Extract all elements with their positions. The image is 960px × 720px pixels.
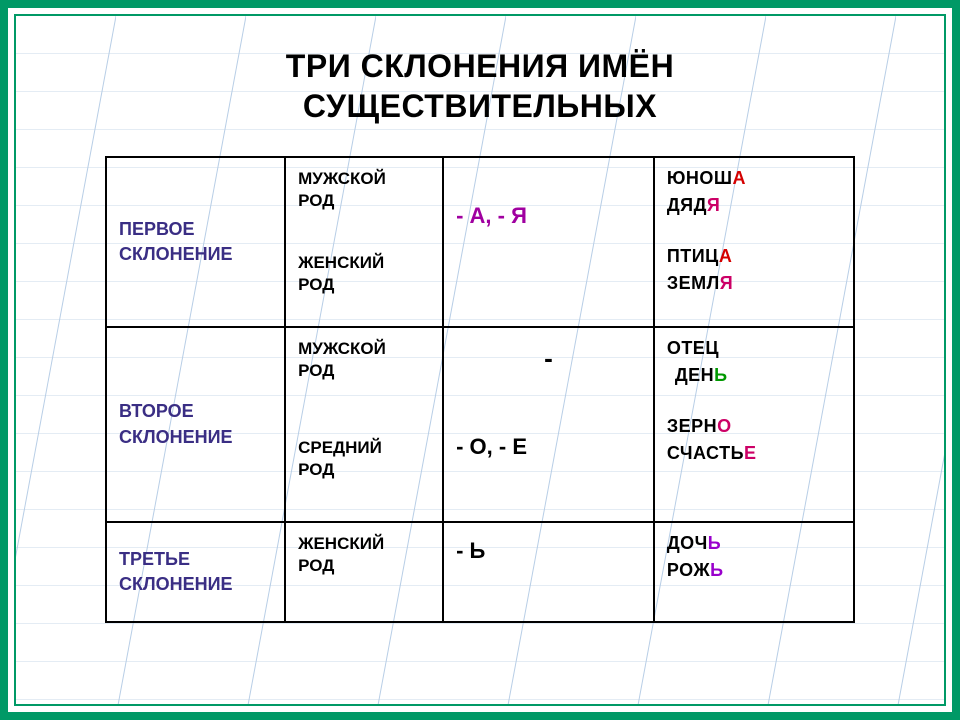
- endings-2-dash: -: [456, 343, 641, 374]
- endings-2-oe: - О, - Е: [456, 434, 641, 460]
- title-line1: ТРИ СКЛОНЕНИЯ ИМЁН: [286, 48, 674, 84]
- declension-1-label: ПЕРВОЕ СКЛОНЕНИЕ: [119, 168, 272, 316]
- example-stem: ДОЧ: [667, 533, 708, 553]
- examples-2: ОТЕЦ ДЕНЬ ЗЕРНО СЧАСТЬЕ: [667, 338, 841, 464]
- examples-3: ДОЧЬ РОЖЬ: [667, 533, 841, 581]
- example-word: ДЯДЯ: [667, 195, 841, 216]
- example-stem: СЧАСТЬ: [667, 443, 744, 463]
- declension-2-l1: ВТОРОЕ: [119, 399, 272, 424]
- cell-gender-1: МУЖСКОЙ РОД ЖЕНСКИЙ РОД: [285, 157, 443, 327]
- example-stem: ЮНОШ: [667, 168, 733, 188]
- example-ending: А: [719, 246, 733, 266]
- example-word: ЗЕМЛЯ: [667, 273, 841, 294]
- gender-fem-3: ЖЕНСКИЙ РОД: [298, 533, 430, 577]
- cell-declension-3: ТРЕТЬЕ СКЛОНЕНИЕ: [106, 522, 285, 622]
- example-word: ЗЕРНО: [667, 416, 841, 437]
- outer-frame: ТРИ СКЛОНЕНИЯ ИМЁН СУЩЕСТВИТЕЛЬНЫХ ПЕРВО…: [0, 0, 960, 720]
- declension-3-l1: ТРЕТЬЕ: [119, 547, 272, 572]
- cell-gender-2: МУЖСКОЙ РОД СРЕДНИЙ РОД: [285, 327, 443, 522]
- table-row: ВТОРОЕ СКЛОНЕНИЕ МУЖСКОЙ РОД СРЕДНИЙ РОД: [106, 327, 854, 522]
- slide-content: ТРИ СКЛОНЕНИЯ ИМЁН СУЩЕСТВИТЕЛЬНЫХ ПЕРВО…: [16, 16, 944, 704]
- table-row: ПЕРВОЕ СКЛОНЕНИЕ МУЖСКОЙ РОД ЖЕНСКИЙ РОД: [106, 157, 854, 327]
- example-ending: Ь: [708, 533, 721, 553]
- example-word: ДЕНЬ: [667, 365, 841, 386]
- declension-2-l2: СКЛОНЕНИЕ: [119, 425, 272, 450]
- example-ending: А: [732, 168, 746, 188]
- inner-frame: ТРИ СКЛОНЕНИЯ ИМЁН СУЩЕСТВИТЕЛЬНЫХ ПЕРВО…: [14, 14, 946, 706]
- declension-3-l2: СКЛОНЕНИЕ: [119, 572, 272, 597]
- gender-masc-1-l2: РОД: [298, 191, 334, 210]
- page-title: ТРИ СКЛОНЕНИЯ ИМЁН СУЩЕСТВИТЕЛЬНЫХ: [56, 46, 904, 126]
- example-word: ЮНОША: [667, 168, 841, 189]
- example-ending: Я: [720, 273, 733, 293]
- gender-masc-1: МУЖСКОЙ РОД: [298, 168, 430, 212]
- title-line2: СУЩЕСТВИТЕЛЬНЫХ: [303, 88, 657, 124]
- example-word: СЧАСТЬЕ: [667, 443, 841, 464]
- declension-3-label: ТРЕТЬЕ СКЛОНЕНИЕ: [119, 533, 272, 611]
- gender-neut-2-l2: РОД: [298, 460, 334, 479]
- gender-masc-2: МУЖСКОЙ РОД: [298, 338, 430, 382]
- cell-endings-2: - - О, - Е: [443, 327, 654, 522]
- example-stem: ОТЕЦ: [667, 338, 719, 358]
- cell-gender-3: ЖЕНСКИЙ РОД: [285, 522, 443, 622]
- example-word: ПТИЦА: [667, 246, 841, 267]
- example-stem: РОЖ: [667, 560, 710, 580]
- cell-examples-1: ЮНОША ДЯДЯ ПТИЦА ЗЕМЛЯ: [654, 157, 854, 327]
- example-stem: ДЕН: [675, 365, 714, 385]
- cell-examples-2: ОТЕЦ ДЕНЬ ЗЕРНО СЧАСТЬЕ: [654, 327, 854, 522]
- example-stem: ДЯД: [667, 195, 707, 215]
- cell-endings-1: - А, - Я: [443, 157, 654, 327]
- gender-fem-1-l2: РОД: [298, 275, 334, 294]
- declension-1-l1: ПЕРВОЕ: [119, 217, 272, 242]
- example-stem: ЗЕМЛ: [667, 273, 720, 293]
- declension-table: ПЕРВОЕ СКЛОНЕНИЕ МУЖСКОЙ РОД ЖЕНСКИЙ РОД: [105, 156, 855, 623]
- endings-3: - Ь: [456, 538, 641, 564]
- example-ending: Е: [744, 443, 757, 463]
- gender-fem-1: ЖЕНСКИЙ РОД: [298, 252, 430, 296]
- example-ending: Я: [707, 195, 720, 215]
- declension-2-label: ВТОРОЕ СКЛОНЕНИЕ: [119, 338, 272, 511]
- cell-declension-1: ПЕРВОЕ СКЛОНЕНИЕ: [106, 157, 285, 327]
- cell-examples-3: ДОЧЬ РОЖЬ: [654, 522, 854, 622]
- gender-fem-3-l1: ЖЕНСКИЙ: [298, 534, 384, 553]
- examples-1: ЮНОША ДЯДЯ ПТИЦА ЗЕМЛЯ: [667, 168, 841, 294]
- example-ending: О: [717, 416, 732, 436]
- cell-declension-2: ВТОРОЕ СКЛОНЕНИЕ: [106, 327, 285, 522]
- gender-neut-2-l1: СРЕДНИЙ: [298, 438, 382, 457]
- endings-1: - А, - Я: [456, 203, 641, 229]
- gender-fem-1-l1: ЖЕНСКИЙ: [298, 253, 384, 272]
- example-stem: ЗЕРН: [667, 416, 717, 436]
- table-row: ТРЕТЬЕ СКЛОНЕНИЕ ЖЕНСКИЙ РОД - Ь: [106, 522, 854, 622]
- gender-fem-3-l2: РОД: [298, 556, 334, 575]
- gender-masc-1-l1: МУЖСКОЙ: [298, 169, 386, 188]
- cell-endings-3: - Ь: [443, 522, 654, 622]
- example-ending: Ь: [714, 365, 727, 385]
- gender-neut-2: СРЕДНИЙ РОД: [298, 437, 430, 481]
- gender-masc-2-l1: МУЖСКОЙ: [298, 339, 386, 358]
- example-word: ОТЕЦ: [667, 338, 841, 359]
- declension-1-l2: СКЛОНЕНИЕ: [119, 242, 272, 267]
- gender-masc-2-l2: РОД: [298, 361, 334, 380]
- example-word: РОЖЬ: [667, 560, 841, 581]
- example-stem: ПТИЦ: [667, 246, 719, 266]
- example-ending: Ь: [710, 560, 723, 580]
- example-word: ДОЧЬ: [667, 533, 841, 554]
